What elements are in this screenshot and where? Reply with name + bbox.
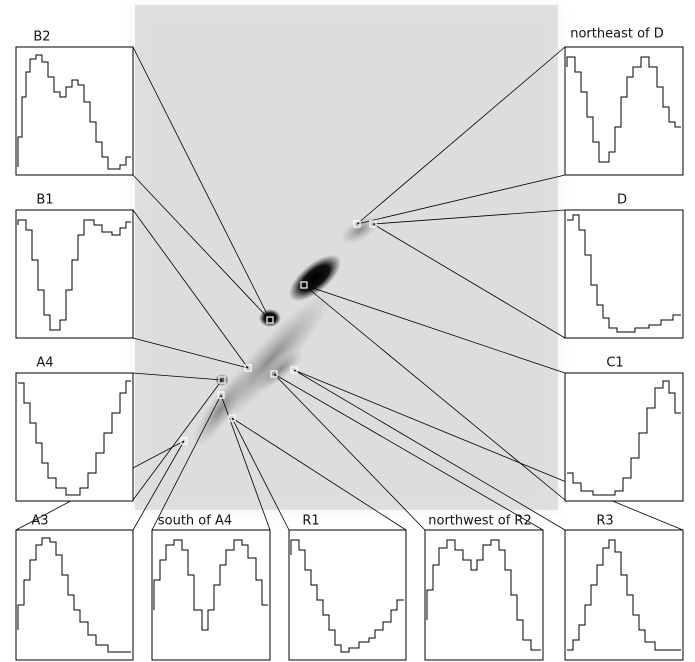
panel: northwest of R2 bbox=[424, 514, 544, 661]
region-markers bbox=[180, 220, 377, 445]
connector bbox=[151, 394, 222, 531]
connector bbox=[372, 223, 566, 339]
profile-curve bbox=[17, 54, 131, 170]
panel-label: A3 bbox=[31, 514, 48, 529]
profile-curve bbox=[290, 539, 404, 653]
panel-label: northwest of R2 bbox=[428, 514, 531, 529]
panel: northeast of D bbox=[564, 27, 684, 176]
panel: C1 bbox=[564, 356, 684, 502]
frame bbox=[151, 529, 271, 661]
region-marker bbox=[290, 366, 298, 374]
connector-lines bbox=[15, 46, 684, 531]
profile-curve bbox=[17, 537, 131, 653]
frame bbox=[564, 372, 684, 502]
source-blob bbox=[259, 309, 281, 327]
panel-label: C1 bbox=[606, 356, 623, 371]
region-marker bbox=[217, 391, 225, 399]
source-blob bbox=[256, 349, 304, 391]
profile-curve bbox=[17, 219, 131, 331]
frame bbox=[564, 529, 684, 661]
connector bbox=[303, 284, 566, 374]
panel: south of A4 bbox=[151, 514, 271, 661]
panel: A4 bbox=[15, 356, 134, 502]
connector bbox=[132, 46, 271, 321]
region-marker bbox=[353, 220, 361, 228]
connector bbox=[231, 417, 290, 531]
region-marker bbox=[369, 220, 377, 228]
frame bbox=[288, 529, 407, 661]
connector bbox=[293, 369, 684, 531]
panel-label: R3 bbox=[596, 514, 613, 529]
frame bbox=[564, 209, 684, 339]
connector bbox=[273, 373, 544, 531]
panel-label: northeast of D bbox=[570, 27, 664, 42]
connector bbox=[132, 174, 271, 321]
profile-curve bbox=[18, 380, 131, 496]
region-marker bbox=[218, 376, 226, 384]
region-marker bbox=[228, 414, 236, 422]
panel-label: R1 bbox=[302, 514, 319, 529]
profile-curve bbox=[426, 539, 541, 651]
panel-label: south of A4 bbox=[158, 514, 232, 529]
connector bbox=[273, 373, 426, 531]
panel-label: B1 bbox=[36, 193, 53, 208]
region-marker bbox=[270, 370, 278, 378]
connector bbox=[132, 379, 223, 501]
panel: R1 bbox=[288, 514, 407, 661]
frame bbox=[15, 46, 134, 176]
connector bbox=[372, 209, 566, 225]
panel: B2 bbox=[15, 30, 134, 176]
connector bbox=[293, 369, 566, 531]
panel-label: B2 bbox=[33, 30, 50, 45]
region-marker bbox=[300, 281, 308, 289]
connector bbox=[356, 174, 566, 225]
panel-label: A4 bbox=[36, 356, 53, 371]
connector bbox=[132, 337, 249, 369]
panel: D bbox=[564, 193, 684, 339]
source-blob bbox=[192, 372, 248, 448]
connector bbox=[132, 209, 249, 369]
sky-image bbox=[135, 5, 558, 510]
profile-curve bbox=[153, 539, 268, 631]
source-blob bbox=[288, 254, 342, 302]
panel-label: D bbox=[617, 193, 627, 208]
connector bbox=[356, 46, 566, 225]
region-marker bbox=[244, 364, 252, 372]
connector bbox=[132, 372, 223, 381]
frame bbox=[15, 209, 134, 339]
frame bbox=[15, 372, 134, 502]
panel: R3 bbox=[564, 514, 684, 661]
panel: A3 bbox=[15, 514, 134, 661]
panel: B1 bbox=[15, 193, 134, 339]
region-marker bbox=[180, 437, 188, 445]
profile-curve bbox=[567, 380, 681, 496]
region-marker bbox=[266, 316, 274, 324]
frame bbox=[564, 46, 684, 176]
profile-curve bbox=[566, 56, 681, 163]
connector bbox=[231, 417, 407, 531]
profile-curve bbox=[567, 214, 681, 333]
connector bbox=[303, 284, 566, 501]
connector bbox=[132, 440, 185, 531]
profile-curve bbox=[567, 539, 681, 651]
